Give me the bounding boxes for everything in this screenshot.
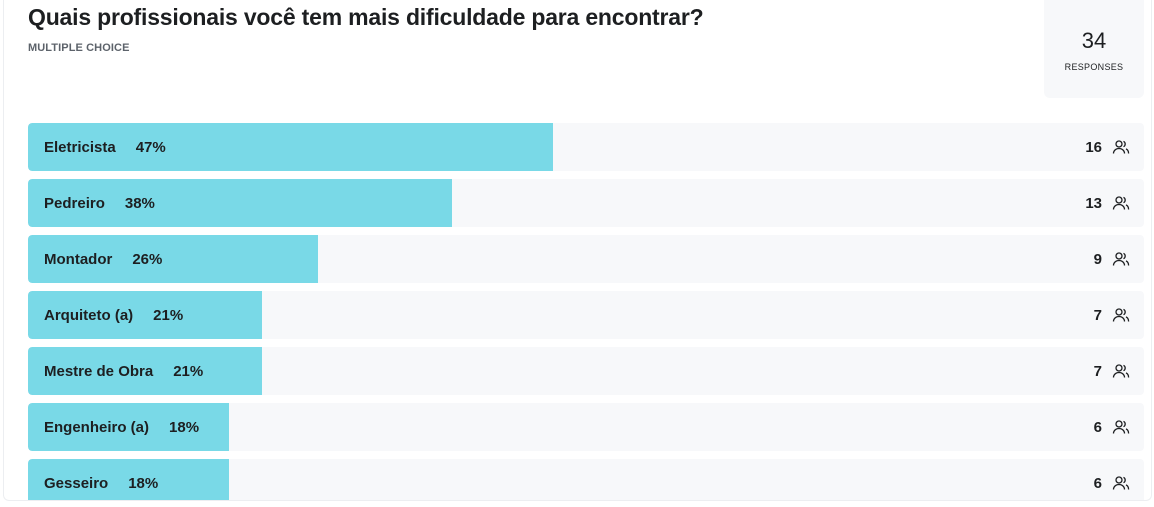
option-label: Pedreiro	[44, 194, 105, 212]
option-count: 7	[1093, 306, 1102, 324]
option-label-group: Engenheiro (a) 18%	[44, 403, 199, 451]
option-label-group: Gesseiro 18%	[44, 459, 159, 500]
responses-summary: 34 RESPONSES	[1044, 0, 1144, 98]
option-row-0: Eletricista 47% 16	[28, 123, 1144, 171]
option-count-group[interactable]: 7	[1094, 291, 1130, 339]
option-count: 6	[1093, 418, 1102, 436]
option-label: Arquiteto (a)	[44, 306, 134, 324]
option-bar	[28, 235, 319, 283]
option-label: Eletricista	[44, 138, 116, 156]
people-icon	[1112, 196, 1130, 210]
option-count: 7	[1093, 362, 1102, 380]
option-label: Gesseiro	[44, 474, 109, 492]
option-percent: 38%	[124, 194, 155, 212]
people-icon	[1112, 420, 1130, 434]
option-count-group[interactable]: 13	[1085, 179, 1130, 227]
option-count: 13	[1085, 194, 1102, 212]
option-percent: 18%	[128, 474, 159, 492]
option-bar	[28, 459, 229, 500]
option-percent: 47%	[135, 138, 166, 156]
option-row-6: Gesseiro 18% 6	[28, 459, 1144, 500]
people-icon	[1112, 308, 1130, 322]
option-label-group: Arquiteto (a) 21%	[44, 291, 183, 339]
option-bar	[28, 347, 263, 395]
options-list: Eletricista 47% 16 Pedreiro 38% 13 Monta…	[28, 123, 1144, 500]
question-type-label: MULTIPLE CHOICE	[28, 42, 130, 54]
option-row-3: Arquiteto (a) 21% 7	[28, 291, 1144, 339]
responses-count: 34	[1081, 28, 1107, 53]
option-label-group: Pedreiro 38%	[44, 179, 155, 227]
option-count: 16	[1085, 138, 1102, 156]
option-count: 9	[1093, 250, 1102, 268]
option-row-4: Mestre de Obra 21% 7	[28, 347, 1144, 395]
option-count-group[interactable]: 9	[1094, 235, 1130, 283]
option-bar	[28, 291, 263, 339]
people-icon	[1112, 140, 1130, 154]
option-percent: 21%	[153, 306, 184, 324]
option-bar	[28, 403, 229, 451]
option-label-group: Mestre de Obra 21%	[44, 347, 203, 395]
people-icon	[1112, 476, 1130, 490]
option-bar	[28, 179, 453, 227]
option-row-5: Engenheiro (a) 18% 6	[28, 403, 1144, 451]
option-percent: 18%	[169, 418, 200, 436]
responses-label: RESPONSES	[1064, 62, 1124, 72]
question-title: Quais profissionais você tem mais dificu…	[28, 4, 704, 30]
option-percent: 21%	[173, 362, 204, 380]
option-count-group[interactable]: 7	[1094, 347, 1130, 395]
option-label: Engenheiro (a)	[44, 418, 150, 436]
option-label: Mestre de Obra	[44, 362, 154, 380]
option-label: Montador	[44, 250, 113, 268]
option-row-2: Montador 26% 9	[28, 235, 1144, 283]
option-count-group[interactable]: 16	[1085, 123, 1130, 171]
people-icon	[1112, 364, 1130, 378]
option-label-group: Eletricista 47%	[44, 123, 166, 171]
option-label-group: Montador 26%	[44, 235, 162, 283]
option-count-group[interactable]: 6	[1094, 403, 1130, 451]
option-count-group[interactable]: 6	[1093, 459, 1130, 500]
people-icon	[1112, 252, 1130, 266]
option-count: 6	[1093, 474, 1102, 492]
option-bar	[28, 123, 553, 171]
option-percent: 26%	[132, 250, 163, 268]
option-row-1: Pedreiro 38% 13	[28, 179, 1144, 227]
results-card: Quais profissionais você tem mais dificu…	[3, 0, 1152, 501]
